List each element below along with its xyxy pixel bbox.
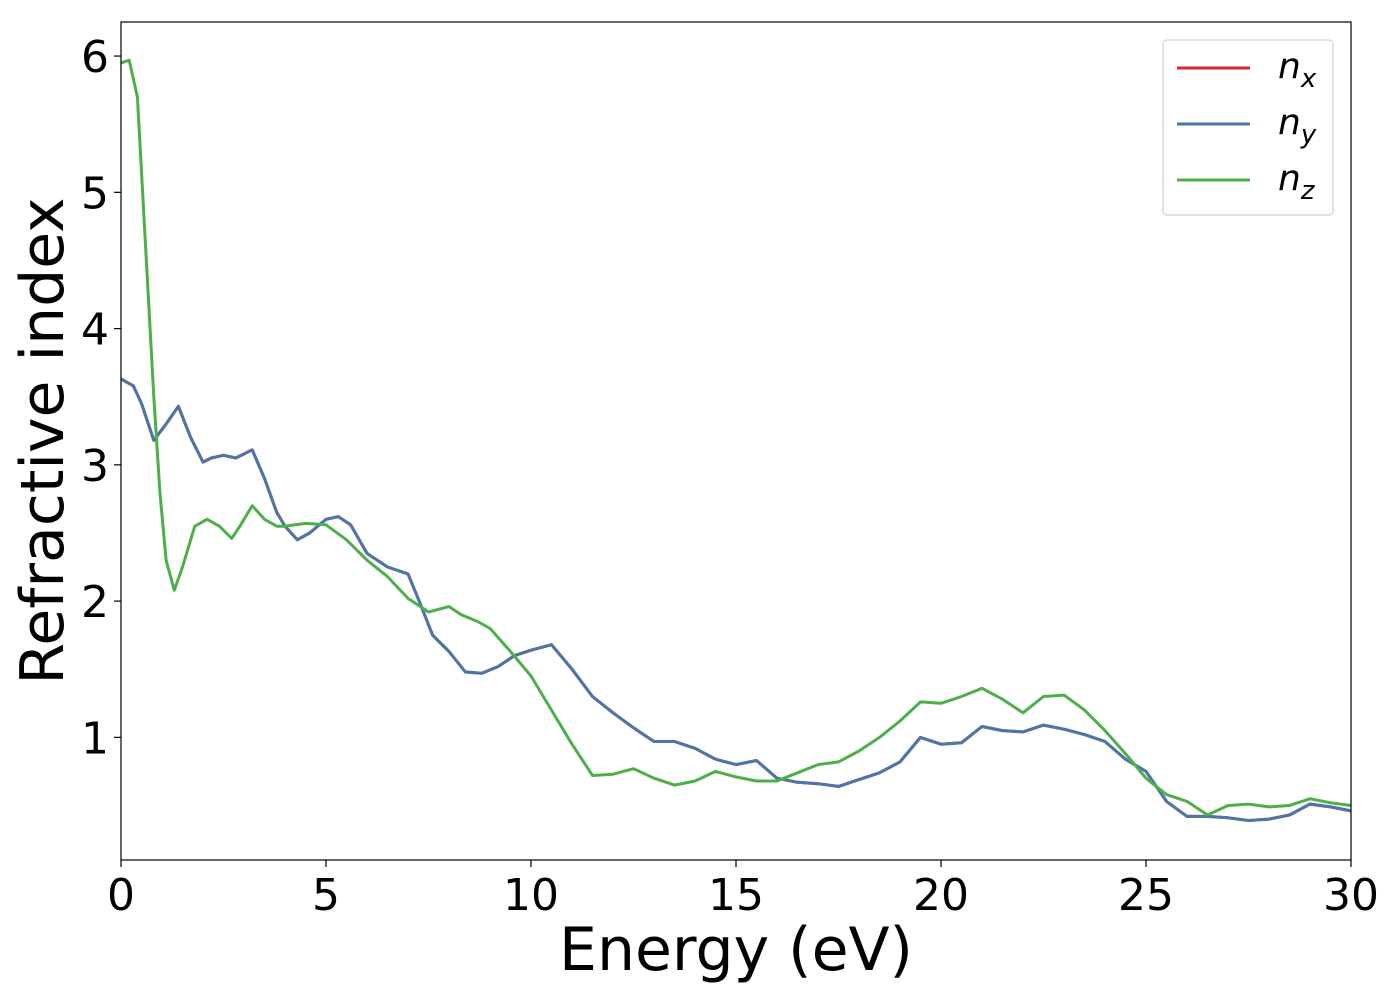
legend-label-subscript: z [1300, 176, 1316, 206]
legend-label-subscript: y [1300, 120, 1317, 150]
x-axis-label: Energy (eV) [559, 915, 913, 985]
y-tick-label: 5 [81, 168, 109, 219]
y-tick-label: 2 [81, 577, 109, 628]
x-tick-label: 30 [1323, 870, 1379, 921]
plot-frame [120, 21, 1352, 861]
y-tick-label: 1 [81, 713, 109, 764]
legend-label-subscript: x [1300, 64, 1317, 94]
y-tick-label: 4 [81, 305, 109, 356]
x-tick-label: 0 [107, 870, 135, 921]
x-axis-ticks: 0 5 10 15 20 25 30 [107, 860, 1379, 921]
legend-box [1162, 39, 1334, 216]
x-tick-label: 10 [503, 870, 559, 921]
x-tick-label: 5 [312, 870, 340, 921]
series-line-nz [120, 58, 1352, 817]
x-tick-label: 20 [913, 870, 969, 921]
y-tick-label: 6 [81, 32, 109, 83]
plot-lines [120, 58, 1352, 822]
legend-label-nx: nx [1278, 46, 1317, 94]
legend-label-base: n [1278, 158, 1301, 199]
x-tick-label: 25 [1118, 870, 1174, 921]
series-line-ny [120, 377, 1352, 822]
y-axis-ticks: 1 2 3 4 5 6 [81, 32, 121, 764]
legend-label-base: n [1278, 102, 1301, 143]
legend-label-ny: ny [1278, 102, 1317, 150]
legend-label-base: n [1278, 46, 1301, 87]
x-tick-label: 15 [708, 870, 764, 921]
y-axis-label: Refractive index [8, 197, 78, 684]
legend-label-nz: nz [1278, 158, 1316, 206]
y-tick-label: 3 [81, 441, 109, 492]
